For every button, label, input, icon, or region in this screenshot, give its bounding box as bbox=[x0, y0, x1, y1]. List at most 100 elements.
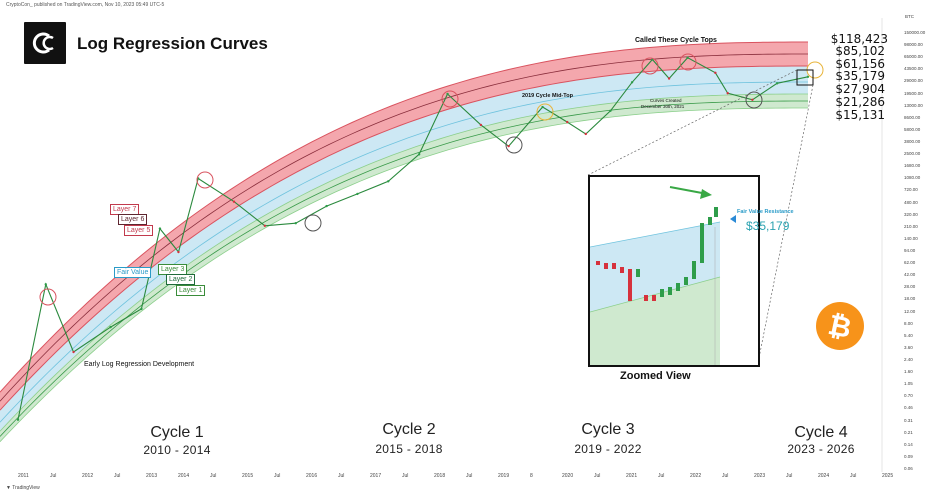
zoom-candle bbox=[714, 207, 718, 217]
y-axis-tick-label: 0.46 bbox=[904, 405, 913, 411]
tradingview-icon: ▼ bbox=[6, 485, 13, 491]
zoom-candle bbox=[676, 283, 680, 291]
zoom-candle bbox=[708, 217, 712, 225]
zoom-layer-3-line bbox=[590, 276, 721, 313]
tradingview-label: TradingView bbox=[12, 485, 40, 491]
layer-3-line bbox=[0, 93, 809, 432]
y-axis-tick-label: 0.21 bbox=[904, 429, 913, 435]
red-band bbox=[0, 42, 808, 411]
zoom-candle bbox=[668, 287, 672, 295]
cycle-3-years: 2019 - 2022 bbox=[574, 442, 642, 456]
y-axis-tick-label: 150000.00 bbox=[904, 30, 926, 35]
x-axis-tick-label: Jul bbox=[50, 473, 57, 479]
highlight-circle bbox=[536, 103, 554, 121]
price-point bbox=[109, 325, 112, 329]
price-point bbox=[584, 132, 587, 136]
price-point bbox=[232, 200, 236, 203]
x-axis-tick-label: 2012 bbox=[82, 473, 94, 479]
x-axis-tick-label: 2018 bbox=[434, 473, 446, 479]
y-axis-tick-label: 0.06 bbox=[904, 466, 913, 471]
x-axis-tick-label: 2014 bbox=[178, 473, 190, 479]
chart-title: Log Regression Curves bbox=[77, 34, 268, 53]
y-axis-tick-label: 2500.00 bbox=[904, 151, 921, 157]
cycle-3-title: Cycle 3 bbox=[581, 421, 635, 438]
price-point bbox=[140, 307, 143, 311]
layer-2-label: Layer 2 bbox=[166, 274, 196, 285]
y-axis-tick-label: 94.00 bbox=[904, 248, 916, 253]
x-axis-tick-label: Jul bbox=[850, 473, 857, 479]
price-point bbox=[667, 77, 671, 80]
y-axis-tick-label: 19500.00 bbox=[904, 90, 923, 96]
x-axis-tick-label: Jul bbox=[722, 473, 729, 479]
layer-7-line bbox=[0, 41, 809, 393]
zoom-candle bbox=[644, 295, 648, 301]
bitcoin-icon: ₿ bbox=[816, 302, 864, 350]
zoomed-view-title: Zoomed View bbox=[620, 370, 691, 382]
y-axis-tick-label: 42.00 bbox=[904, 272, 916, 278]
zoom-fair-value-line bbox=[590, 221, 721, 248]
price-point bbox=[387, 180, 390, 183]
y-axis-tick-label: 12.00 bbox=[904, 308, 916, 314]
zoom-candle bbox=[596, 261, 600, 265]
zoom-guides bbox=[587, 69, 814, 364]
price-point bbox=[72, 350, 75, 354]
tradingview-footer: ▼ TradingView bbox=[6, 485, 40, 491]
layer-1-label: Layer 1 bbox=[176, 285, 206, 296]
y-axis-tick-label: 28.00 bbox=[904, 284, 916, 290]
y-axis-tick-label: 1.60 bbox=[904, 369, 913, 375]
highlight-circle bbox=[441, 90, 459, 108]
y-axis-tick-label: 1.05 bbox=[904, 381, 913, 387]
x-axis-tick-label: Jul bbox=[658, 473, 665, 479]
price-label-layer-5: $61,156 bbox=[835, 57, 885, 71]
cryptocon-logo-icon bbox=[24, 22, 66, 64]
price-point bbox=[294, 222, 297, 225]
x-axis-tick-label: 2023 bbox=[754, 473, 766, 479]
zoom-candle bbox=[660, 289, 664, 297]
fvr-pointer-icon bbox=[730, 215, 736, 223]
highlight-circle bbox=[304, 214, 322, 232]
zoom-arrow-head bbox=[700, 189, 712, 199]
x-axis-tick-label: 2021 bbox=[626, 473, 638, 479]
highlight-circle bbox=[39, 288, 57, 306]
price-label-layer-1: $15,131 bbox=[835, 108, 885, 122]
y-axis-tick-label: 13000.00 bbox=[904, 102, 923, 108]
header-credit: CryptoCon_ published on TradingView.com,… bbox=[6, 2, 165, 8]
price-point bbox=[751, 98, 754, 101]
price-point bbox=[263, 224, 267, 227]
zoom-candle bbox=[628, 269, 632, 301]
zoom-candle bbox=[700, 223, 704, 263]
price-point bbox=[541, 105, 544, 109]
y-axis-tick-label: 29000.00 bbox=[904, 78, 923, 84]
y-axis-tick-label: 3800.00 bbox=[904, 139, 921, 144]
x-axis-tick-label: Jul bbox=[114, 473, 121, 479]
price-point bbox=[806, 75, 810, 78]
curves-created-line2: December 30th, 2021 bbox=[641, 104, 685, 109]
price-point bbox=[507, 144, 510, 148]
x-axis-tick-label: Jul bbox=[594, 473, 601, 479]
y-axis-tick-label: 43500.00 bbox=[904, 66, 923, 72]
x-axis-tick-label: 2015 bbox=[242, 473, 254, 479]
y-axis-tick-label: 320.00 bbox=[904, 211, 918, 217]
x-axis-tick-label: Jul bbox=[466, 473, 473, 479]
cycle-2-title: Cycle 2 bbox=[382, 421, 436, 438]
regression-bands bbox=[0, 41, 809, 442]
blue-band bbox=[0, 66, 808, 423]
price-point bbox=[686, 56, 689, 59]
x-axis-tick-label: Jul bbox=[338, 473, 345, 479]
price-label-layer-7: $118,423 bbox=[830, 32, 888, 46]
y-axis-unit: BTC bbox=[905, 14, 914, 19]
x-axis-tick-label: 2020 bbox=[562, 473, 574, 479]
price-point bbox=[630, 81, 634, 84]
highlight-circles bbox=[39, 53, 824, 306]
y-axis-tick-label: 720.00 bbox=[904, 187, 918, 193]
zoom-candle bbox=[620, 267, 624, 273]
x-axis-tick-label: Jul bbox=[786, 473, 793, 479]
layer-5-label: Layer 5 bbox=[124, 225, 154, 236]
y-axis-tick-label: 480.00 bbox=[904, 199, 918, 205]
y-axis-tick-label: 5.40 bbox=[904, 332, 913, 338]
highlight-circle bbox=[745, 91, 763, 109]
early-regression-annotation: Early Log Regression Development bbox=[84, 361, 195, 368]
x-axis-tick-label: 2019 bbox=[498, 473, 510, 479]
x-axis-tick-label: Jul bbox=[274, 473, 281, 479]
